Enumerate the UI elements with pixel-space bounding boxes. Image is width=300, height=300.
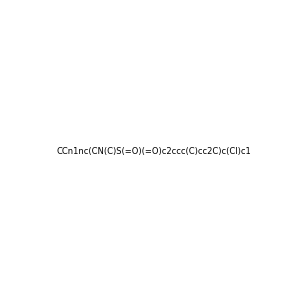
Text: CCn1nc(CN(C)S(=O)(=O)c2ccc(C)cc2C)c(Cl)c1: CCn1nc(CN(C)S(=O)(=O)c2ccc(C)cc2C)c(Cl)c… bbox=[56, 147, 251, 156]
